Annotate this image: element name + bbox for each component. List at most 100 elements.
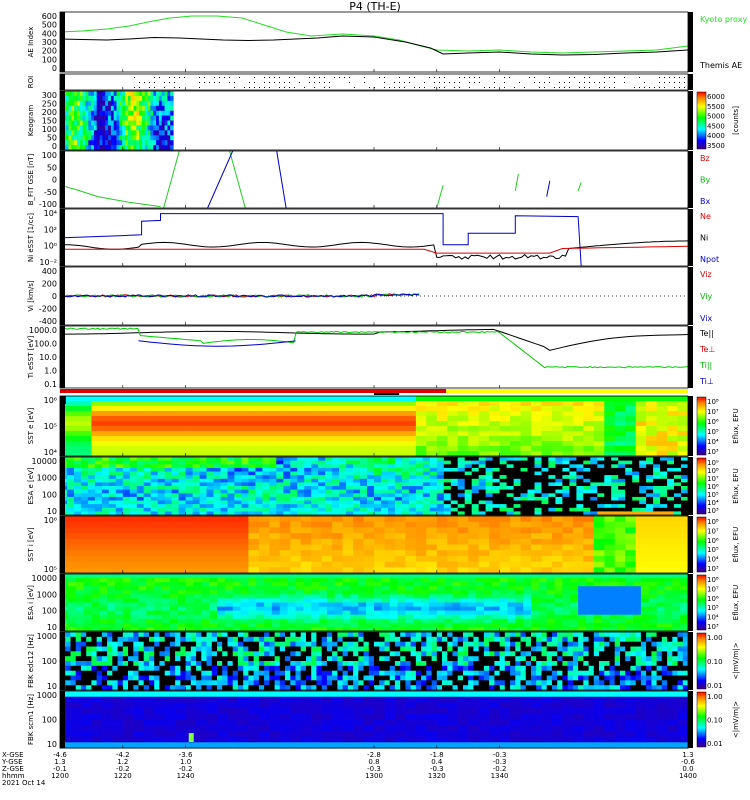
- ti-par-series: [59, 327, 689, 369]
- ytick-label: 0: [52, 292, 57, 301]
- xtick-label: -2.8: [367, 751, 381, 759]
- legend-temperature-3: Ti⊥: [699, 377, 714, 386]
- ytick-label: 10: [47, 507, 57, 516]
- legend-bfield-2: Bx: [700, 197, 710, 206]
- ytick-label: 10000: [32, 457, 57, 466]
- ti-perp-series: [138, 340, 296, 347]
- ytick-label: 300: [42, 91, 57, 100]
- colorbar-tick: 0.10: [707, 658, 723, 666]
- xtick-label: -0.3: [493, 751, 507, 759]
- colorbar-esa_e: [696, 457, 707, 515]
- ylabel-sst_i: SST i [eV]: [27, 527, 35, 561]
- xtick-label: 1300: [365, 772, 383, 780]
- b-green-4: [436, 185, 444, 209]
- ylabel-esa_e: ESA e [eV]: [27, 467, 35, 504]
- left-edge-bar: [60, 457, 65, 515]
- left-edge-bar: [60, 516, 65, 573]
- ytick-label: -200: [39, 305, 57, 314]
- colorbar-tick: 1.00: [707, 634, 723, 642]
- panel-roi: [60, 74, 688, 90]
- ytick-label: 10⁻²: [39, 258, 57, 267]
- xtick-label: 1.2: [117, 758, 128, 766]
- xtick-label: 1240: [177, 772, 195, 780]
- ytick-label: 10.0: [39, 353, 57, 362]
- colorbar-tick: 10⁵: [707, 491, 719, 499]
- colorbar-tick: 5500: [707, 103, 725, 111]
- ylabel-ae: AE Index: [27, 27, 35, 58]
- xtick-label: 1.3: [682, 751, 693, 759]
- colorbar-tick: 10³: [707, 448, 719, 456]
- ylabel-esa_i: ESA i [eV]: [27, 585, 35, 620]
- colorbar-tick: 10⁶: [707, 483, 719, 491]
- ytick-label: 100: [42, 55, 57, 64]
- panel-density: [59, 209, 689, 267]
- colorbar-tick: 0.10: [707, 717, 723, 725]
- ytick-label: 1000: [37, 474, 57, 483]
- ytick-label: 100: [42, 657, 57, 666]
- colorbar-tick: 0.01: [707, 682, 723, 690]
- colorbar-label: Eflux, EFU: [732, 527, 740, 562]
- colorbar-tick: 10⁷: [707, 585, 719, 593]
- ylabel-temperature: Ti eSST [eV]: [27, 335, 35, 379]
- panel-ae: [59, 12, 689, 72]
- ytick-label: 10⁴: [44, 209, 57, 218]
- legend-temperature-2: Ti||: [699, 361, 712, 370]
- ytick-label: 10⁴: [44, 448, 57, 457]
- xtick-label: -0.2: [116, 765, 130, 773]
- colorbar-tick: 3500: [707, 142, 725, 150]
- ytick-label: 50: [47, 134, 57, 143]
- ytick-label: -50: [44, 188, 57, 197]
- ytick-label: 400: [42, 267, 57, 276]
- ylabel-roi: ROI: [27, 76, 35, 88]
- colorbar-tick: 10⁵: [707, 546, 719, 554]
- colorbar-tick: 10⁴: [707, 556, 719, 564]
- legend-bfield-1: By: [700, 176, 710, 185]
- right-edge-bar: [688, 267, 693, 325]
- legend-velocity-0: Viz: [700, 270, 712, 279]
- colorbar-tick: 10⁴: [707, 438, 719, 446]
- ni-series: [59, 240, 689, 260]
- ytick-label: 1000: [37, 632, 57, 641]
- colorbar-fbk_e: [696, 632, 707, 690]
- panel-esa_i: [60, 574, 689, 632]
- ytick-label: 0: [52, 142, 57, 151]
- ytick-label: 100: [42, 716, 57, 725]
- xtick-label: 1320: [428, 772, 446, 780]
- plot-title: P4 (TH-E): [349, 0, 401, 13]
- colorbar-tick: 10⁴: [707, 499, 719, 507]
- ytick-label: -400: [39, 317, 57, 326]
- npot-series: [59, 213, 582, 267]
- colorbar-tick: 10⁹: [707, 459, 719, 467]
- ytick-label: 50: [47, 163, 57, 172]
- ylabel-keogram: Keogram: [27, 105, 35, 136]
- ytick-label: 200: [42, 108, 57, 117]
- legend-bfield-0: Bz: [700, 154, 710, 163]
- ytick-label: 10: [47, 623, 57, 632]
- panel-esa_e: [60, 457, 689, 516]
- xaxis-row-label: X-GSE: [2, 751, 24, 759]
- colorbar-sst_i: [696, 516, 707, 573]
- ytick-label: 600: [42, 12, 57, 21]
- ylabel-bfield: B_FIT GSE [nT]: [27, 153, 35, 205]
- ytick-label: 100: [42, 607, 57, 616]
- xtick-label: -0.1: [53, 765, 67, 773]
- xaxis-row-label: Y-GSE: [1, 758, 23, 766]
- colorbar-tick: 10⁸: [707, 467, 719, 475]
- b-green-2: [163, 150, 180, 209]
- xtick-label: -0.3: [493, 758, 507, 766]
- xtick-label: -4.6: [53, 751, 67, 759]
- ytick-label: 500: [42, 21, 57, 30]
- panel-bfield: [59, 150, 688, 209]
- ytick-label: 150: [42, 117, 57, 126]
- xtick-label: 0.4: [431, 758, 443, 766]
- colorbar-tick: 1.00: [707, 693, 723, 701]
- xtick-label: -0.2: [493, 765, 507, 773]
- right-edge-bar: [688, 12, 693, 72]
- date-label: 2021 Oct 14: [2, 779, 46, 787]
- colorbar-tick: 10⁶: [707, 418, 719, 426]
- ytick-label: 10⁵: [44, 565, 57, 574]
- b-green-6: [577, 182, 582, 192]
- colorbar-tick: 10⁶: [707, 537, 719, 545]
